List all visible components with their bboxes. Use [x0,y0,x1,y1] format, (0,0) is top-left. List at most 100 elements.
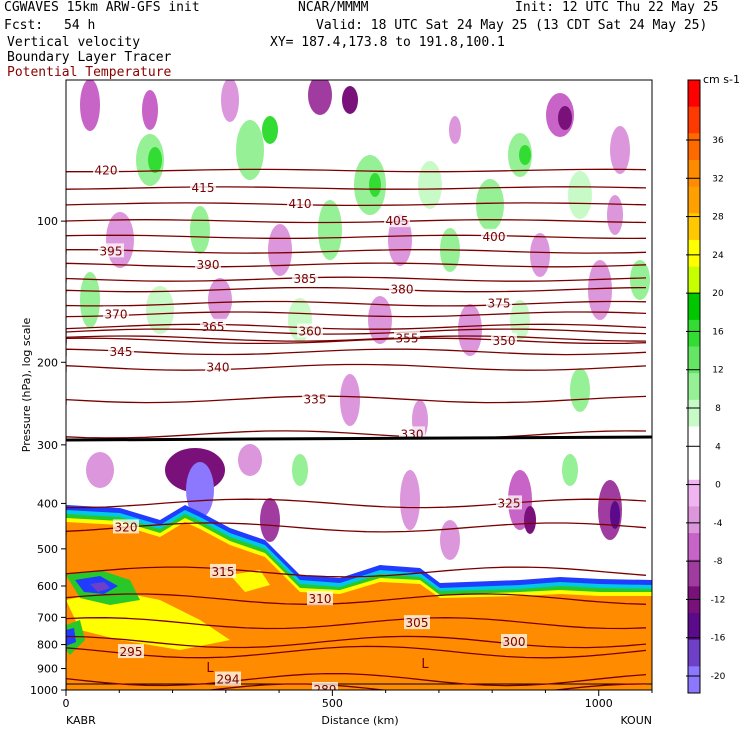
theta-label-bg [384,213,410,228]
colorbar-tick-label: -4 [714,519,723,529]
theta-label: 320 [115,520,138,534]
theta-contour [66,323,647,331]
y-axis-ticks: 100 200 300 400 500 600 700 800 900 1000 [30,215,66,697]
velocity-blob [292,454,308,486]
theta-contour [66,522,647,535]
header-xy: XY= 187.4,173.8 to 191.8,100.1 [270,35,505,50]
x-tick-label: 1000 [585,697,613,710]
theta-contour [66,276,647,283]
colorbar-tick-label: 12 [712,366,723,376]
theta-contour [66,300,647,308]
colorbar-swatch [688,106,700,134]
velocity-blob [449,116,461,144]
theta-label: 365 [202,320,225,334]
y-tick-label: 1000 [30,684,58,697]
velocity-blob [186,462,214,518]
theta-label: 390 [197,258,220,272]
velocity-blob [260,498,280,542]
theta-contour [66,645,647,662]
header-field-boundary-layer: Boundary Layer Tracer [7,50,172,65]
theta-contour [66,395,647,405]
velocity-blob [86,452,114,488]
theta-label: 325 [498,496,521,510]
potential-temperature-contours: 420 415 410 405 400 395 390 385 380 375 370 365 360 3… [66,162,647,690]
theta-label: 375 [488,297,511,311]
theta-label: 370 [105,307,128,321]
theta-contour [66,328,647,336]
velocity-blob [630,260,650,300]
velocity-blob [268,224,292,276]
colorbar-tick-label: 8 [715,404,721,414]
header-field-potential-temperature: Potential Temperature [7,65,172,80]
theta-contour [66,566,647,581]
colorbar-tick-label: -20 [711,672,726,682]
velocity-blob [440,520,460,560]
theta-label: 360 [299,325,322,339]
theta-label: 294 [217,673,240,687]
y-tick-label: 800 [37,639,58,652]
theta-contour [66,262,647,269]
theta-label: 310 [309,592,332,606]
colorbar-swatch [688,80,700,108]
velocity-blob [80,80,100,131]
colorbar-tick-label: 16 [712,327,724,337]
velocity-blob [607,195,623,235]
velocity-blob [340,374,360,426]
velocity-blob [476,179,504,231]
y-tick-label: 100 [37,215,58,228]
velocity-blob [236,120,264,180]
velocity-blob [400,470,420,530]
y-tick-label: 600 [37,580,58,593]
velocity-blob [530,233,550,277]
colorbar-swatch [688,186,700,214]
tracer-purple-patch [90,582,110,592]
colorbar-tick-label: -16 [711,634,726,644]
theta-label: 420 [95,164,118,178]
theta-contour [66,168,647,173]
colorbar-tick-label: 4 [715,442,721,452]
left-station-label: KABR [66,714,96,727]
velocity-blob [142,90,158,130]
colorbar-swatch [688,586,700,614]
theta-label: 305 [406,616,429,630]
theta-contour [66,337,647,346]
colorbar-tick-label: 0 [715,481,721,491]
velocity-blob [519,145,531,165]
y-tick-label: 200 [37,356,58,369]
velocity-blob [570,368,590,412]
velocity-blob [558,106,572,130]
theta-contour [66,593,647,608]
theta-label-bg [496,495,522,510]
theta-label-bg [108,343,134,358]
colorbar-swatch [688,266,700,294]
colorbar-swatch [688,346,700,374]
header-valid: Valid: 18 UTC Sat 24 May 25 (13 CDT Sat … [316,18,708,33]
velocity-blob [190,206,210,254]
colorbar-frame [687,79,701,694]
theta-label: 295 [120,645,143,659]
theta-label-bg [404,615,430,630]
x-axis-ticks: 0 500 1000 [63,690,653,710]
theta-label-bg [118,644,144,659]
colorbar-tick-label: 24 [712,251,724,261]
colorbar-tick-label: 28 [712,213,724,223]
colorbar-swatch [688,159,700,188]
x-tick-label: 0 [63,697,70,710]
y-axis-label: Pressure (hPa), log scale [20,318,33,453]
theta-label-bg [394,330,420,345]
theta-label: 405 [386,214,409,228]
colorbar-units: cm s-1 [703,73,740,86]
theta-contour [66,186,647,191]
colorbar-swatch [688,399,700,427]
colorbar-tick-label: -12 [711,595,726,605]
velocity-blob [610,126,630,174]
velocity-blob [562,454,578,486]
theta-contour [66,672,647,690]
x-tick-label: 500 [322,697,343,710]
theta-contour [204,683,647,690]
y-tick-label: 400 [37,497,58,510]
velocity-blob [146,286,174,334]
y-tick-label: 300 [37,439,58,452]
header-init: Init: 12 UTC Thu 22 May 25 [515,0,719,15]
